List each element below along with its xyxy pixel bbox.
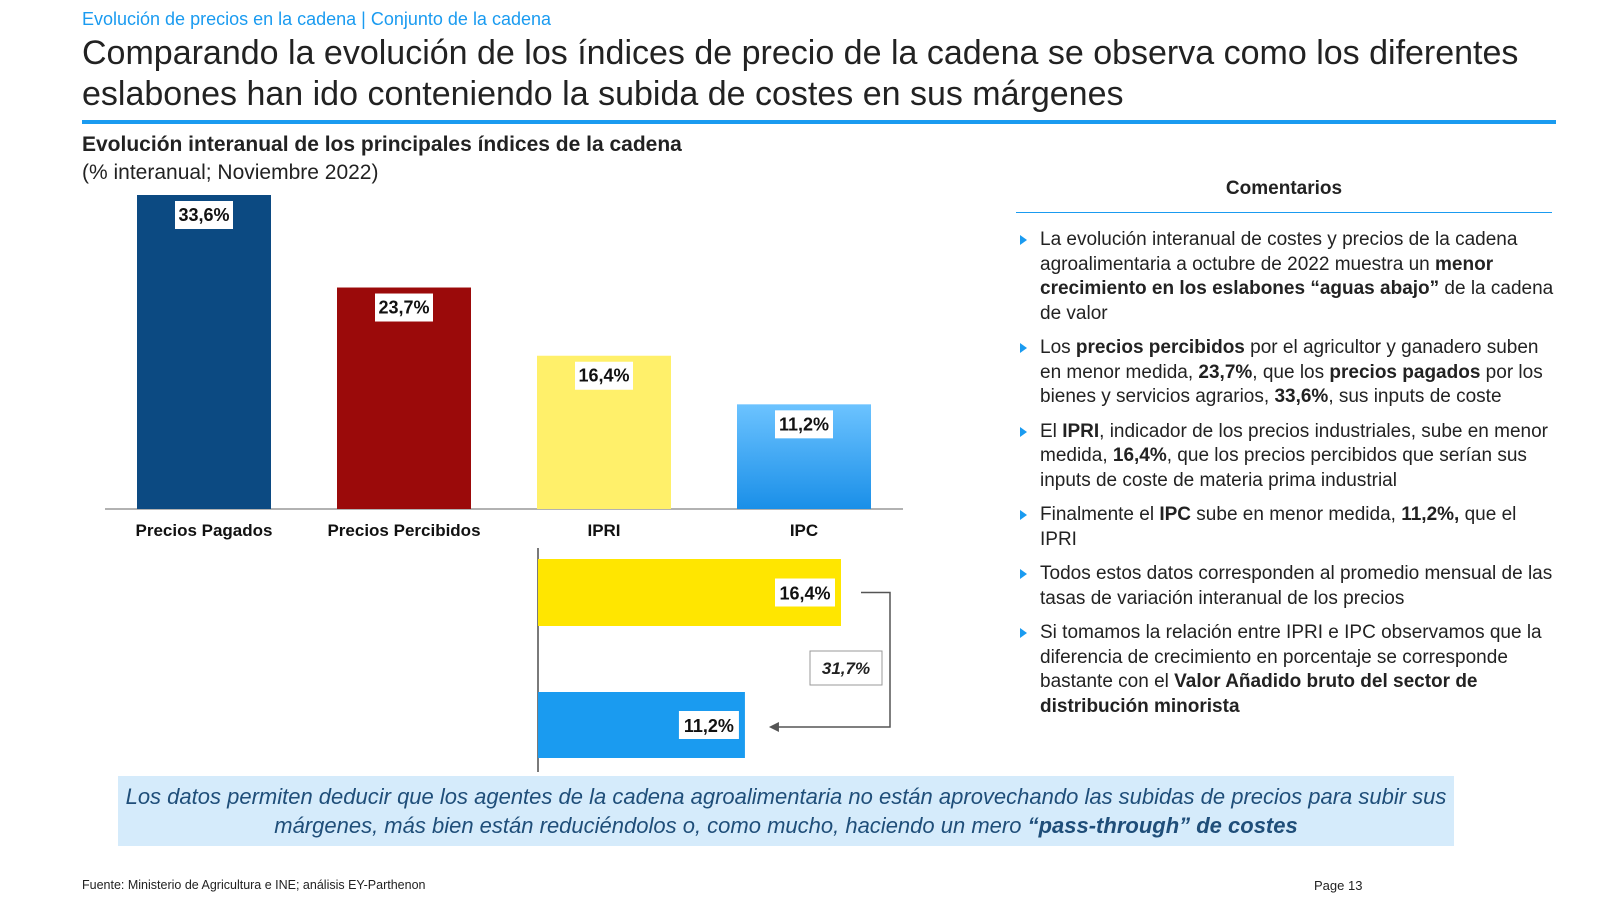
hbar-value-box xyxy=(775,578,835,607)
comment-run: , sus inputs de coste xyxy=(1328,386,1502,407)
comment-run: 16,4% xyxy=(1112,445,1167,466)
conclusion-run: “pass-through” de costes xyxy=(1027,813,1298,838)
comment-run: IPC xyxy=(1159,504,1192,525)
comment-run: por el agricultor y ganadero suben en me… xyxy=(1040,337,1539,383)
bullet-triangle-icon xyxy=(1020,510,1027,520)
comments-title: Comentarios xyxy=(1225,178,1343,199)
comment-run: sube en menor medida, xyxy=(1191,504,1402,525)
comment-run: precios percibidos xyxy=(1075,337,1245,358)
bar-precios-pagados xyxy=(137,195,271,509)
comment-item: La evolución interanual de costes y prec… xyxy=(1016,228,1556,326)
category-label: Precios Percibidos xyxy=(327,521,480,540)
comment-run: 11,2%, xyxy=(1401,504,1460,525)
category-label: IPC xyxy=(790,521,818,540)
comments-divider xyxy=(1016,212,1552,213)
bullet-triangle-icon xyxy=(1020,426,1027,437)
bar-value-box xyxy=(575,361,633,390)
category-label: Precios Pagados xyxy=(135,521,272,540)
comment-run: IPRI xyxy=(1062,420,1100,442)
comment-run: La evolución interanual de costes y prec… xyxy=(1040,229,1518,275)
comment-run: Todos estos datos corresponden al promed… xyxy=(1040,563,1553,609)
headline-divider xyxy=(82,120,1556,124)
section-breadcrumb: Evolución de precios en la cadena | Conj… xyxy=(82,9,552,29)
comment-item: Todos estos datos corresponden al promed… xyxy=(1016,562,1556,611)
hbar-value-label: 11,2% xyxy=(684,716,734,736)
bar-value-box xyxy=(175,201,233,229)
comment-run: Finalmente el xyxy=(1040,504,1160,525)
comment-run: , indicador de los precios industriales,… xyxy=(1040,420,1548,467)
comment-item: Los precios percibidos por el agricultor… xyxy=(1016,336,1556,410)
hbar-value-box xyxy=(678,711,739,739)
comment-run: Si tomamos la relación entre IPRI e IPC … xyxy=(1040,622,1542,692)
comment-item: El IPRI, indicador de los precios indust… xyxy=(1016,420,1556,494)
bar-precios-percibidos xyxy=(337,287,471,509)
bar-value-label: 33,6% xyxy=(178,205,229,225)
comment-run: , que los precios percibidos que serían … xyxy=(1040,445,1527,491)
bar-value-label: 23,7% xyxy=(378,298,429,318)
comment-run: precios pagados xyxy=(1329,361,1481,383)
chart-subtitle: (% interanual; Noviembre 2022) xyxy=(82,161,379,184)
bullet-triangle-icon xyxy=(1020,569,1027,579)
bar-value-label: 11,2% xyxy=(779,414,829,434)
comment-run: 33,6% xyxy=(1274,386,1329,407)
comment-run: por los bienes y servicios agrarios, xyxy=(1040,361,1543,408)
arrow-head-icon xyxy=(768,722,779,732)
bar-value-box xyxy=(375,293,433,322)
conclusion-run: Los datos permiten deducir que los agent… xyxy=(125,784,1447,838)
difference-label: 31,7% xyxy=(822,659,870,678)
bar-value-label: 16,4% xyxy=(578,366,629,386)
comment-item: Si tomamos la relación entre IPRI e IPC … xyxy=(1016,621,1556,719)
comment-run: Los xyxy=(1040,337,1076,358)
comments-list: La evolución interanual de costes y prec… xyxy=(1016,228,1556,729)
comment-run: Valor Añadido bruto del sector de distri… xyxy=(1040,671,1478,717)
bullet-triangle-icon xyxy=(1020,628,1027,638)
bullet-triangle-icon xyxy=(1020,343,1027,353)
hbar-value-label: 16,4% xyxy=(779,584,830,604)
comment-run: , que los xyxy=(1252,361,1330,383)
page-headline: Comparando la evolución de los índices d… xyxy=(82,34,1519,113)
conclusion-banner: Los datos permiten deducir que los agent… xyxy=(118,776,1454,846)
bar-value-box xyxy=(775,410,833,439)
page-number: Page 13 xyxy=(1314,878,1363,893)
comment-run: menor crecimiento en los eslabones “agua… xyxy=(1040,253,1494,300)
difference-connector xyxy=(774,591,891,728)
chart-title: Evolución interanual de los principales … xyxy=(82,133,682,156)
difference-box xyxy=(809,650,883,686)
source-note: Fuente: Ministerio de Agricultura e INE;… xyxy=(82,878,426,892)
comment-run: El xyxy=(1040,420,1063,442)
comment-item: Finalmente el IPC sube en menor medida, … xyxy=(1016,503,1556,552)
comment-run: de la cadena de valor xyxy=(1040,278,1554,324)
category-label: IPRI xyxy=(587,521,620,540)
comment-run: que el IPRI xyxy=(1040,504,1517,550)
comment-run: 23,7% xyxy=(1198,361,1253,383)
bullet-triangle-icon xyxy=(1020,235,1027,245)
